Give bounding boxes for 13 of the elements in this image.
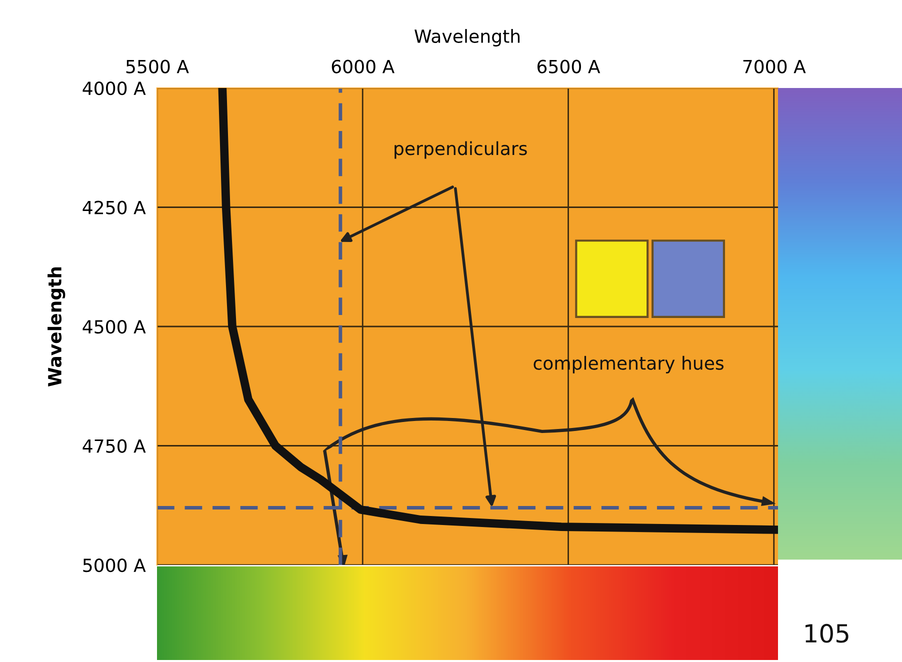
y-tick-label: 4250 A	[82, 200, 146, 214]
y-axis-title: Wavelength	[48, 267, 66, 387]
x-tick-label: 6500 A	[538, 60, 600, 74]
text: 105	[806, 624, 848, 643]
x-tick-label: 6000 A	[332, 60, 394, 74]
x-axis-title: Wavelength	[414, 29, 520, 47]
annotation: perpendiculars	[394, 141, 527, 159]
y-tick-label: 4750 A	[82, 439, 146, 453]
x-tick-label: 5500 A	[126, 60, 189, 74]
y-tick-label: 4000 A	[82, 81, 146, 96]
x-tick-label: 7000 A	[743, 60, 806, 74]
y-tick-label: 4500 A	[82, 320, 146, 334]
y-tick-label: 5000 A	[83, 558, 146, 572]
